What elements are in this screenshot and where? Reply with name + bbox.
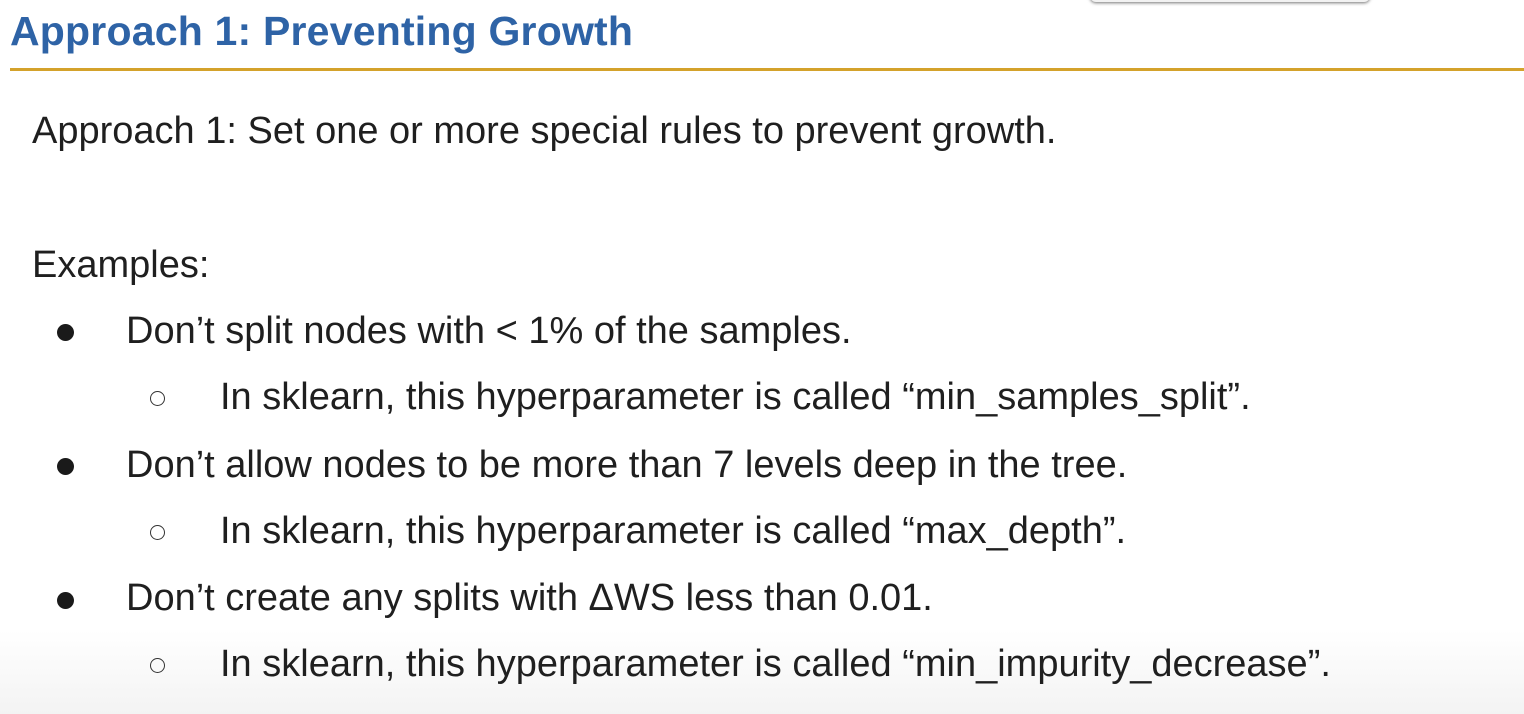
examples-label: Examples: <box>32 244 210 286</box>
title-divider <box>10 68 1524 71</box>
list-item: Don’t create any splits with ΔWS less th… <box>126 577 933 619</box>
sub-bullet-icon <box>150 658 165 673</box>
list-subitem: In sklearn, this hyperparameter is calle… <box>220 643 1331 685</box>
list-subitem: In sklearn, this hyperparameter is calle… <box>220 510 1127 552</box>
sub-bullet-icon <box>150 525 165 540</box>
bullet-icon <box>57 458 74 475</box>
list-item: Don’t allow nodes to be more than 7 leve… <box>126 444 1128 486</box>
sub-bullet-icon <box>150 391 165 406</box>
overlay-tab <box>1090 0 1370 2</box>
bullet-icon <box>57 324 74 341</box>
bullet-icon <box>57 592 74 609</box>
slide-title: Approach 1: Preventing Growth <box>10 8 634 54</box>
list-subitem: In sklearn, this hyperparameter is calle… <box>220 376 1251 418</box>
lead-text: Approach 1: Set one or more special rule… <box>32 110 1057 152</box>
list-item: Don’t split nodes with < 1% of the sampl… <box>126 310 852 352</box>
